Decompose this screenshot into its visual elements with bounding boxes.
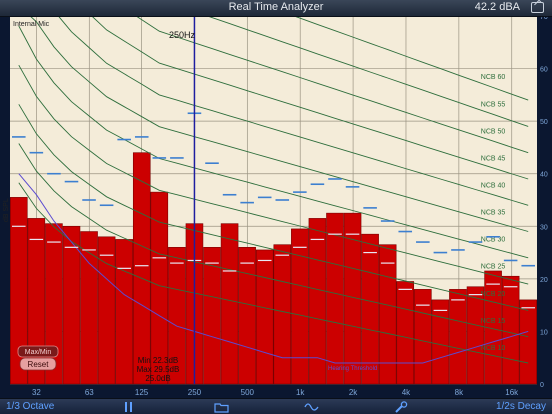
ncb-label: NCB 10 [481, 345, 506, 352]
share-icon[interactable] [531, 2, 544, 13]
spectrum-bar [238, 247, 256, 385]
spectrum-bar [449, 289, 467, 385]
spectrum-bars [10, 152, 538, 385]
maxmin-toggle-label: Max/Min [25, 349, 52, 356]
bottom-toolbar: 1/3 Octave 1/2s Decay [0, 398, 552, 414]
ncb-label: NCB 40 [481, 182, 506, 189]
resolution-button[interactable]: 1/3 Octave [6, 401, 55, 412]
spectrum-bar [80, 231, 98, 385]
ncb-curve [18, 25, 529, 259]
reset-button-bg[interactable] [19, 357, 57, 371]
hearing-threshold-label: Hearing Threshold [328, 366, 377, 372]
x-tick-label: 32 [32, 388, 41, 397]
decay-button[interactable]: 1/2s Decay [495, 401, 546, 412]
maxmin-toggle[interactable]: Max/Min [17, 345, 59, 358]
ncb-curve [18, 182, 529, 364]
x-tick-label: 63 [85, 388, 94, 397]
max-min-markers [12, 112, 535, 311]
spectrum-bar [484, 270, 502, 385]
cursor-frequency-label: 250Hz [169, 30, 196, 40]
ncb-curve [18, 5, 529, 180]
spectrum-bar [291, 228, 309, 385]
readout-min: Min 22.3dB [138, 356, 178, 365]
pause-icon[interactable] [124, 401, 134, 413]
y-tick-label: 0 [540, 382, 544, 389]
maxmin-toggle-bg[interactable] [17, 345, 59, 358]
spectrum-bar [255, 249, 274, 385]
reset-button[interactable]: Reset [19, 357, 57, 371]
ncb-label: NCB 50 [481, 128, 506, 135]
y-tick-label: 60 [540, 67, 548, 74]
readout-max: Max 29.5dB [137, 365, 180, 374]
ncb-label: NCB 60 [481, 74, 506, 81]
x-tick-label: 2k [349, 388, 358, 397]
hearing-threshold-curve [18, 173, 529, 364]
spectrum-bar [519, 299, 538, 385]
ncb-curve [18, 104, 529, 311]
ncb-label: NCB 20 [481, 291, 506, 298]
spectrum-bar [361, 233, 379, 385]
spectrum-bar [203, 247, 221, 385]
x-tick-label: 8k [455, 388, 464, 397]
spectrum-bar [132, 152, 151, 385]
title-bar: Real Time Analyzer 42.2 dBA [0, 0, 552, 17]
spectrum-bar [501, 275, 520, 385]
ncb-curves: NCB 60 NCB 55 NCB 50 NCB 45 NCB 40 NCB 35 NCB … [18, 5, 529, 364]
ncb-curve [18, 64, 529, 285]
reset-button-label: Reset [28, 360, 50, 369]
window-title: Real Time Analyzer [228, 1, 324, 13]
spectrum-bar [115, 239, 133, 385]
wrench-icon[interactable] [394, 401, 408, 413]
spectrum-bar [326, 212, 344, 385]
level-readout: 42.2 dBA [474, 1, 520, 13]
x-tick-label: 250 [188, 388, 202, 397]
spectrum-bar [168, 247, 186, 385]
spectrum-bar [10, 197, 28, 385]
spectrum-bar [414, 289, 432, 385]
axis-labels: 32 63 125 250 500 1k 2k 4k 8k 16k 0 10 20 30 40 50 60 70 [32, 14, 548, 397]
spectrum-bar [396, 281, 415, 385]
spectrum-bar [97, 236, 116, 385]
x-tick-label: 16k [505, 388, 519, 397]
spectrum-bar [273, 244, 292, 385]
spectrum-bar [431, 299, 450, 385]
folder-icon[interactable] [214, 401, 230, 413]
ncb-label: NCB 25 [481, 264, 506, 271]
spectrum-bar [220, 223, 239, 385]
rta-plot: NCB 60 NCB 55 NCB 50 NCB 45 NCB 40 NCB 35 NCB … [3, 5, 548, 397]
y-tick-label: 40 [540, 172, 548, 179]
y-tick-label: 70 [540, 14, 548, 21]
waveform-icon[interactable] [304, 401, 320, 413]
spectrum-bar [45, 223, 63, 385]
x-tick-label: 4k [402, 388, 411, 397]
spectrum-bar [378, 244, 397, 385]
spectrum-bar [150, 191, 169, 385]
ncb-curve [18, 5, 529, 232]
spectrum-bar [466, 286, 485, 385]
ncb-label: NCB 30 [481, 237, 506, 244]
input-label: Internal Mic [13, 21, 50, 28]
ncb-label: NCB 15 [481, 318, 506, 325]
spectrum-bar [343, 212, 362, 385]
ncb-label: NCB 35 [481, 210, 506, 217]
ncb-curve [18, 143, 529, 338]
spectrum-bar [62, 225, 81, 385]
spectrum-bar [27, 218, 46, 385]
x-tick-label: 125 [135, 388, 149, 397]
y-axis-label: dB SPL [3, 198, 10, 222]
ncb-label: NCB 55 [481, 101, 506, 108]
ncb-label: NCB 45 [481, 155, 506, 162]
x-tick-label: 1k [296, 388, 305, 397]
ncb-curve [18, 5, 529, 206]
x-tick-label: 500 [241, 388, 255, 397]
y-tick-label: 30 [540, 224, 548, 231]
readout-current: 25.0dB [145, 374, 170, 383]
y-tick-label: 50 [540, 119, 548, 126]
y-tick-label: 20 [540, 277, 548, 284]
spectrum-bar [308, 218, 327, 385]
y-tick-label: 10 [540, 329, 548, 336]
